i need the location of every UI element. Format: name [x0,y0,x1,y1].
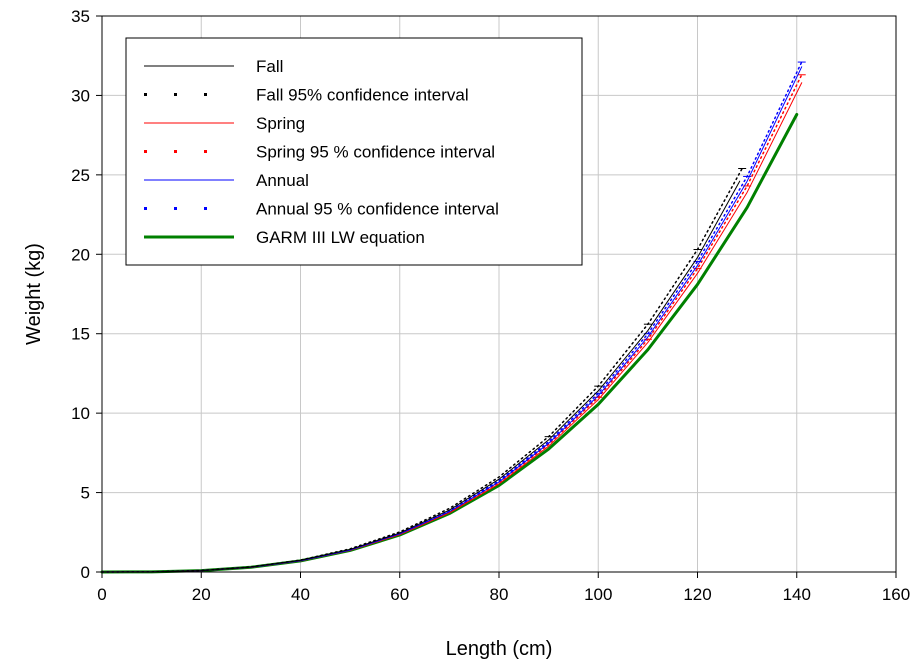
x-tick-label: 100 [584,585,612,604]
y-axis-label: Weight (kg) [23,243,45,345]
legend-label-2: Spring [256,114,305,133]
series-line-1 [101,167,743,573]
x-tick-label: 160 [882,585,910,604]
legend-label-5: Annual 95 % confidence interval [256,200,499,219]
x-tick-label: 0 [97,585,106,604]
legend-box [125,37,583,266]
legend-label-6: GARM III LW equation [256,228,425,247]
series-line-0 [101,180,741,573]
legend-label-4: Annual [256,171,309,190]
axis-ticks: 0 20 40 60 80 100 120 140 160 0 5 10 15 20 25 30 35 [71,7,910,604]
x-tick-label: 40 [291,585,310,604]
x-tick-label: 140 [783,585,811,604]
y-tick-label: 30 [71,86,90,105]
y-tick-label: 0 [81,563,90,582]
y-tick-label: 35 [71,7,90,26]
legend-label-1: Fall 95% confidence interval [256,86,469,105]
x-tick-label: 20 [192,585,211,604]
y-tick-label: 25 [71,166,90,185]
x-axis-label: Length (cm) [446,638,553,660]
y-tick-label: 15 [71,325,90,344]
legend-label-3: Spring 95 % confidence interval [256,143,495,162]
x-tick-label: 80 [490,585,509,604]
legend: Fall Fall 95% confidence interval Spring Sp… [125,37,583,266]
y-tick-label: 20 [71,245,90,264]
x-tick-label: 120 [683,585,711,604]
x-tick-label: 60 [390,585,409,604]
y-tick-label: 5 [81,484,90,503]
plot-area [100,61,806,574]
legend-label-0: Fall [256,57,283,76]
y-tick-label: 10 [71,404,90,423]
